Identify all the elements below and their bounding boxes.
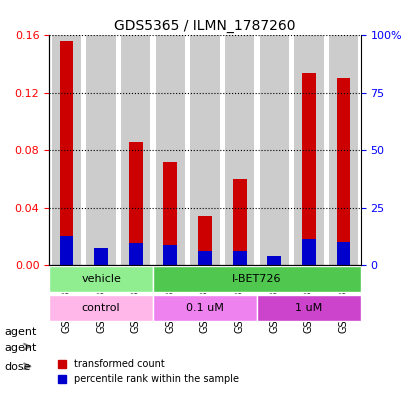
Bar bbox=[328, 35, 357, 265]
Text: control: control bbox=[82, 303, 120, 313]
Bar bbox=[259, 35, 288, 265]
Text: agent: agent bbox=[4, 327, 36, 337]
Bar bbox=[163, 245, 177, 265]
Bar bbox=[52, 35, 81, 265]
Title: GDS5365 / ILMN_1787260: GDS5365 / ILMN_1787260 bbox=[114, 19, 295, 33]
Bar bbox=[190, 35, 219, 265]
Bar bbox=[267, 256, 281, 265]
FancyBboxPatch shape bbox=[256, 295, 360, 321]
Bar bbox=[94, 251, 108, 265]
FancyBboxPatch shape bbox=[49, 295, 153, 321]
FancyBboxPatch shape bbox=[153, 295, 256, 321]
Bar bbox=[59, 41, 73, 265]
Bar bbox=[155, 35, 184, 265]
Bar bbox=[128, 141, 142, 265]
Text: I-BET726: I-BET726 bbox=[231, 274, 281, 284]
Bar bbox=[121, 35, 150, 265]
Text: dose: dose bbox=[4, 362, 31, 373]
Bar bbox=[198, 251, 211, 265]
FancyBboxPatch shape bbox=[153, 266, 360, 292]
Bar bbox=[59, 236, 73, 265]
Text: vehicle: vehicle bbox=[81, 274, 121, 284]
Bar bbox=[128, 243, 142, 265]
Bar bbox=[225, 35, 254, 265]
Text: agent: agent bbox=[4, 343, 36, 353]
Text: 1 uM: 1 uM bbox=[294, 303, 322, 313]
Bar bbox=[293, 35, 323, 265]
Text: 0.1 uM: 0.1 uM bbox=[186, 303, 223, 313]
Bar bbox=[301, 239, 315, 265]
Bar bbox=[94, 248, 108, 265]
Bar bbox=[232, 251, 246, 265]
Bar bbox=[336, 79, 350, 265]
Legend: transformed count, percentile rank within the sample: transformed count, percentile rank withi… bbox=[54, 356, 242, 388]
Bar bbox=[86, 35, 116, 265]
Bar bbox=[301, 73, 315, 265]
Bar bbox=[336, 242, 350, 265]
Bar bbox=[232, 179, 246, 265]
FancyBboxPatch shape bbox=[49, 266, 153, 292]
Bar bbox=[163, 162, 177, 265]
Bar bbox=[267, 261, 281, 265]
Bar bbox=[198, 216, 211, 265]
